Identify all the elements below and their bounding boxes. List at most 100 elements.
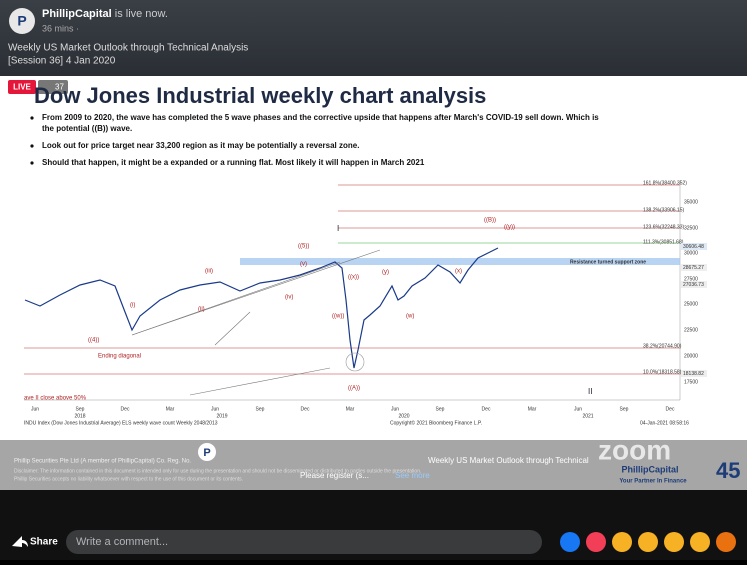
share-button[interactable]: Share bbox=[30, 537, 58, 548]
overlay-shade bbox=[0, 440, 747, 490]
overlay-avatar bbox=[198, 443, 216, 461]
header-bg bbox=[0, 0, 747, 78]
bullet-dot bbox=[30, 144, 34, 148]
brand: PhillipCapital bbox=[621, 464, 678, 474]
tag-bg bbox=[681, 264, 707, 271]
wave-label: (iii) bbox=[205, 269, 213, 275]
viewer-badge bbox=[38, 80, 68, 94]
reactions bbox=[560, 532, 736, 552]
company-line: Phillip Securities Pte Ltd (A member of … bbox=[14, 459, 191, 465]
see-more[interactable]: See more bbox=[395, 471, 430, 480]
disclaimer: Phillip Securities accepts no liability … bbox=[14, 476, 243, 482]
viewer-count: 37 bbox=[55, 83, 64, 92]
fib-label: 111.3%(30851.68) bbox=[643, 239, 684, 245]
bullet-dot bbox=[30, 116, 34, 120]
price-line bbox=[24, 247, 499, 369]
share-icon[interactable] bbox=[12, 536, 28, 547]
source: INDU Index (Dow Jones Industrial Average… bbox=[24, 420, 218, 426]
price-ticks: 35000 32500 30000 27500 25000 22500 2000… bbox=[684, 199, 698, 385]
note: ave II close above 50% bbox=[24, 396, 87, 402]
wave-label: (y) bbox=[382, 270, 389, 276]
wave-label: II bbox=[588, 387, 592, 396]
live-badge bbox=[8, 80, 36, 94]
price-tick: 22500 bbox=[684, 327, 698, 333]
tagline: Your Partner In Finance bbox=[619, 479, 687, 485]
bullet: From 2009 to 2020, the wave has complete… bbox=[42, 113, 599, 133]
disclaimer: Disclaimer: The information contained in… bbox=[14, 468, 421, 474]
month: Sep bbox=[76, 406, 85, 412]
wave-label: (v) bbox=[300, 262, 307, 268]
status: is live now. bbox=[115, 8, 168, 20]
month: Jun bbox=[31, 406, 39, 412]
comment-input[interactable] bbox=[66, 530, 542, 554]
live-text: LIVE bbox=[13, 83, 31, 92]
bullet-text: From 2009 to 2020, the wave has complete… bbox=[42, 113, 599, 122]
month: Mar bbox=[166, 406, 175, 412]
month: Mar bbox=[528, 406, 537, 412]
care[interactable] bbox=[612, 532, 632, 552]
zoom-logo: zoom bbox=[598, 434, 671, 465]
wow[interactable] bbox=[664, 532, 684, 552]
price-tag: 30606.48 bbox=[683, 244, 704, 250]
price-tags: 30606.48 28675.27 27036.73 18138.82 bbox=[681, 243, 707, 377]
wave-label: ((A)) bbox=[348, 386, 360, 392]
love[interactable] bbox=[586, 532, 606, 552]
month-axis: Jun Sep Dec Mar Jun Sep Dec Mar Jun Sep … bbox=[31, 406, 675, 419]
year: 2021 bbox=[582, 413, 593, 419]
price-tick: 35000 bbox=[684, 199, 698, 205]
angry[interactable] bbox=[716, 532, 736, 552]
trend-line bbox=[131, 261, 341, 336]
price-tick: 32500 bbox=[684, 225, 698, 231]
wave-label: (x) bbox=[455, 269, 462, 275]
wave-label: ((B)) bbox=[484, 218, 496, 224]
page-name-text[interactable]: PhillipCapital bbox=[42, 8, 112, 20]
time: 36 mins · bbox=[42, 23, 79, 33]
avatar-letter: P bbox=[203, 447, 210, 459]
fib-label: 10.0%(18318.58) bbox=[643, 369, 682, 375]
like[interactable] bbox=[560, 532, 580, 552]
price-tick: 25000 bbox=[684, 301, 698, 307]
wave-labels: ((5)) (iii) (v) (i) (ii) (iv) ((4)) Endi… bbox=[88, 218, 592, 397]
year: 2019 bbox=[216, 413, 227, 419]
slide-bg bbox=[0, 76, 747, 490]
month: Dec bbox=[301, 406, 310, 412]
haha[interactable] bbox=[638, 532, 658, 552]
support-zone bbox=[240, 258, 680, 265]
comment-placeholder[interactable]: Write a comment... bbox=[76, 536, 168, 548]
register: Please register (s... bbox=[300, 471, 369, 480]
price-tick: 17500 bbox=[684, 379, 698, 385]
avatar[interactable] bbox=[9, 8, 35, 34]
price-tag: 28675.27 bbox=[683, 265, 704, 271]
wave-label: (iv) bbox=[285, 295, 293, 301]
price-tick: 27500 bbox=[684, 276, 698, 282]
post-subtitle: [Session 36] 4 Jan 2020 bbox=[8, 56, 116, 67]
month: Sep bbox=[436, 406, 445, 412]
arrow bbox=[214, 311, 251, 346]
month: Sep bbox=[256, 406, 265, 412]
page-name[interactable]: PhillipCapital is live now. bbox=[42, 8, 168, 20]
ticker: Weekly US Market Outlook through Technic… bbox=[428, 456, 589, 465]
sad[interactable] bbox=[690, 532, 710, 552]
month: Sep bbox=[620, 406, 629, 412]
month: Mar bbox=[346, 406, 355, 412]
tag-bg bbox=[681, 370, 707, 377]
month: Jun bbox=[574, 406, 582, 412]
bullet: Look out for price target near 33,200 re… bbox=[42, 141, 359, 150]
timestamp: 04-Jan-2021 08:58:16 bbox=[640, 420, 689, 426]
arrow bbox=[189, 367, 331, 396]
avatar-letter: P bbox=[17, 13, 26, 29]
wave-label: (w) bbox=[406, 314, 414, 320]
month: Jun bbox=[211, 406, 219, 412]
wave-label: I bbox=[337, 224, 339, 233]
wave-label: ((5)) bbox=[298, 244, 309, 250]
wave-label: ((y)) bbox=[504, 225, 515, 231]
highlight bbox=[345, 352, 365, 372]
year: 2020 bbox=[398, 413, 409, 419]
bullet-dot bbox=[30, 161, 34, 165]
copyright: Copyright© 2021 Bloomberg Finance L.P. bbox=[390, 419, 482, 426]
bullets: From 2009 to 2020, the wave has complete… bbox=[30, 113, 599, 167]
fib-label: 138.2%(33906.15) bbox=[643, 207, 684, 213]
trend-line bbox=[131, 249, 381, 336]
